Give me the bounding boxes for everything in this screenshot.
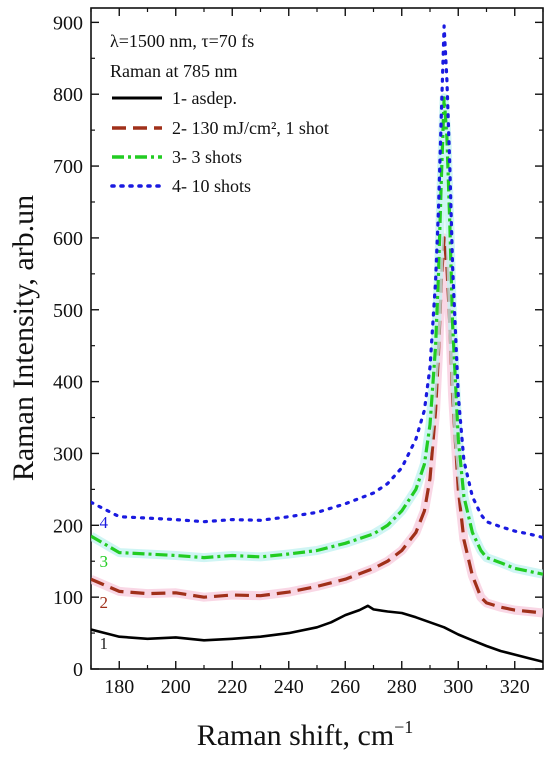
legend-label-4: 4- 10 shots bbox=[172, 176, 251, 196]
y-tick-label: 700 bbox=[53, 156, 83, 178]
x-tick-label: 220 bbox=[217, 676, 247, 698]
y-axis-title: Raman Intensity, arb.un bbox=[7, 195, 40, 481]
annotation-laser: λ=1500 nm, τ=70 fs bbox=[110, 31, 254, 51]
y-tick-label: 900 bbox=[53, 12, 83, 34]
x-tick-label: 300 bbox=[443, 676, 473, 698]
x-tick-label: 320 bbox=[500, 676, 530, 698]
y-tick-label: 0 bbox=[73, 659, 83, 681]
x-tick-label: 240 bbox=[274, 676, 304, 698]
series-layer bbox=[91, 24, 543, 664]
x-axis-title: Raman shift, cm−1 bbox=[197, 717, 414, 752]
series-number-label: 2 bbox=[99, 593, 108, 612]
series-line-1 bbox=[91, 604, 543, 664]
series-line-2 bbox=[91, 236, 543, 615]
legend: 1- asdep. 2- 130 mJ/cm², 1 shot 3- 3 shots… bbox=[110, 88, 329, 196]
x-tick-label: 180 bbox=[104, 676, 134, 698]
y-tick-label: 100 bbox=[53, 587, 83, 609]
legend-label-3: 3- 3 shots bbox=[172, 147, 242, 167]
series-line-3 bbox=[91, 96, 543, 576]
series-number-label: 4 bbox=[99, 513, 108, 532]
y-tick-label: 200 bbox=[53, 515, 83, 537]
series-labels: 1 2 3 4 bbox=[99, 513, 108, 653]
x-tick-label: 200 bbox=[161, 676, 191, 698]
y-axis-ticks: 0 100 200 300 400 500 600 700 800 900 bbox=[53, 12, 543, 681]
annotation-raman: Raman at 785 nm bbox=[110, 61, 237, 81]
y-tick-label: 600 bbox=[53, 228, 83, 250]
series-number-label: 1 bbox=[99, 634, 108, 653]
x-axis-title-sup: −1 bbox=[394, 717, 413, 737]
x-tick-label: 260 bbox=[330, 676, 360, 698]
legend-label-2: 2- 130 mJ/cm², 1 shot bbox=[172, 118, 329, 138]
series-number-label: 3 bbox=[99, 552, 108, 571]
x-tick-label: 280 bbox=[387, 676, 417, 698]
x-axis-ticks: 180 200 220 240 260 280 300 320 bbox=[90, 8, 544, 698]
x-axis-title-text: Raman shift, cm bbox=[197, 719, 394, 752]
series-line-4 bbox=[91, 24, 543, 540]
y-tick-label: 300 bbox=[53, 443, 83, 465]
y-tick-label: 400 bbox=[53, 372, 83, 394]
y-tick-label: 500 bbox=[53, 300, 83, 322]
y-tick-label: 800 bbox=[53, 84, 83, 106]
legend-label-1: 1- asdep. bbox=[172, 88, 237, 108]
